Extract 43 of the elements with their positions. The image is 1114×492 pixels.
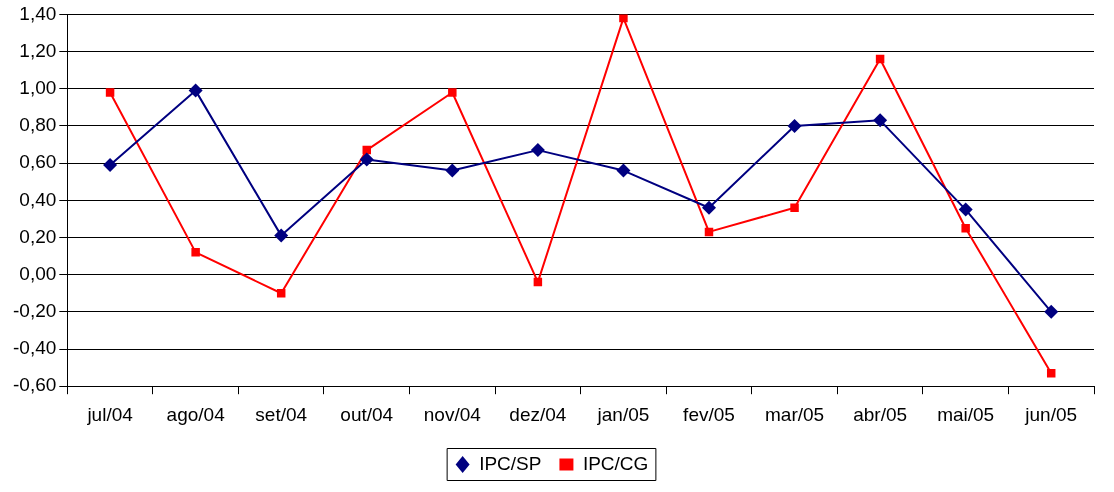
point	[616, 163, 631, 178]
y-tick-label: 1,00	[19, 76, 57, 98]
point	[530, 143, 545, 158]
point	[787, 118, 802, 133]
y-tick-label: 0,20	[19, 225, 57, 247]
point	[958, 202, 973, 217]
y-tick-label: 0,60	[19, 151, 57, 173]
y-tick-label: 0,80	[19, 114, 57, 136]
y-tick-label: -0,40	[12, 337, 57, 359]
x-tick-label: jul/04	[86, 403, 134, 425]
x-tick-label: jun/05	[1024, 403, 1078, 425]
x-tick-label: abr/05	[853, 403, 908, 425]
y-tick-label: -0,60	[12, 374, 57, 396]
point	[619, 14, 628, 23]
point	[790, 203, 799, 212]
x-tick-label: ago/04	[166, 403, 226, 425]
x-tick-label: mar/05	[764, 403, 825, 425]
point	[873, 113, 888, 128]
y-tick-label: 0,00	[19, 262, 57, 284]
point	[105, 88, 115, 97]
x-tick-label: jan/05	[596, 403, 650, 425]
legend-label: IPC/SP	[479, 452, 542, 474]
x-tick-label: fev/05	[683, 403, 735, 425]
point	[191, 248, 200, 257]
point	[1044, 304, 1059, 319]
x-tick-label: nov/04	[423, 403, 482, 425]
point	[103, 157, 118, 172]
point	[359, 152, 374, 167]
point	[448, 88, 457, 97]
y-tick-label: 0,40	[19, 188, 57, 210]
y-tick-label: 1,20	[19, 39, 57, 61]
x-tick-label: out/04	[340, 403, 394, 425]
point	[961, 223, 970, 233]
y-tick-label: 1,40	[19, 2, 57, 24]
point	[188, 83, 203, 98]
legend-label: IPC/CG	[582, 452, 649, 474]
x-tick-label: mai/05	[937, 403, 995, 425]
point	[701, 200, 716, 215]
y-tick-label: -0,20	[12, 300, 57, 322]
x-tick-label: set/04	[255, 403, 308, 425]
point	[274, 228, 289, 243]
x-tick-label: dez/04	[509, 403, 567, 425]
point	[445, 163, 460, 178]
